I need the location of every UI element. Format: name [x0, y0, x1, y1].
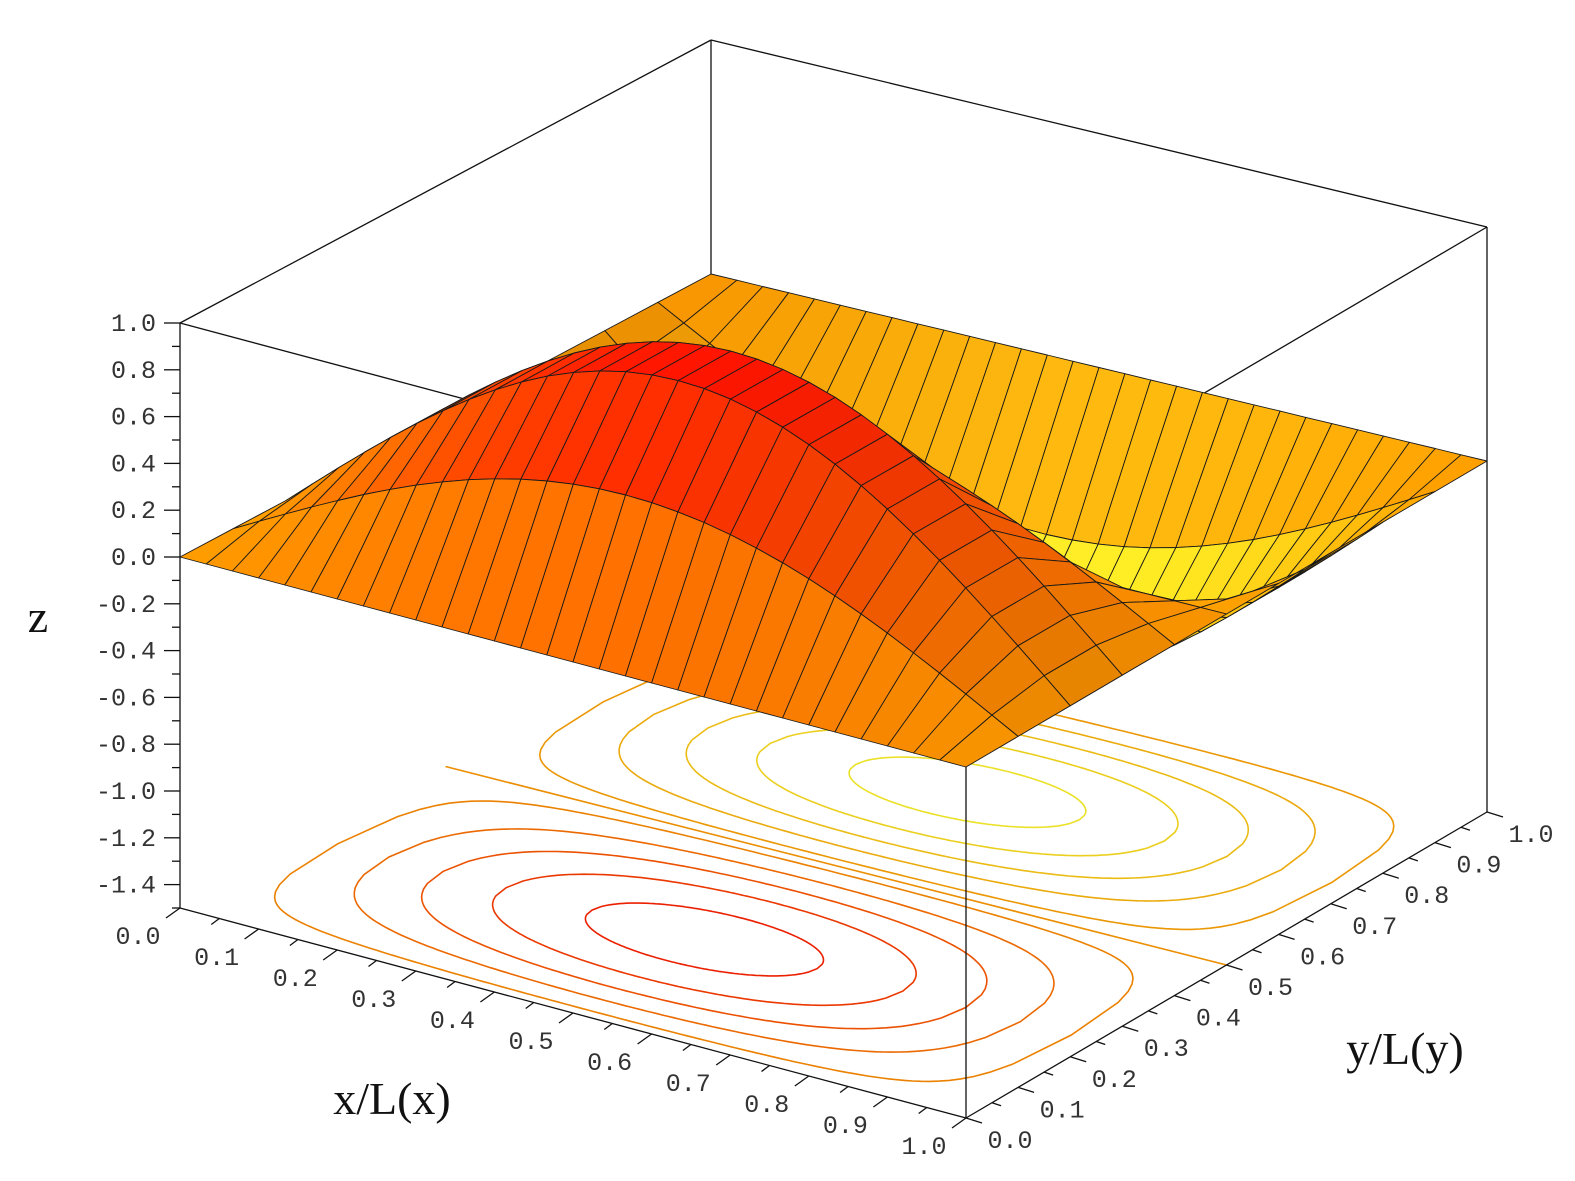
x-tick-label: 0.3	[351, 986, 396, 1015]
x-tick	[401, 970, 417, 982]
y-tick	[1408, 857, 1419, 862]
x-tick	[480, 991, 495, 1003]
contour-line	[584, 902, 825, 977]
y-tick	[1148, 1010, 1158, 1015]
x-tick	[873, 1096, 888, 1108]
z-tick-label: 0.0	[111, 544, 156, 573]
y-tick-label: 0.4	[1196, 1005, 1241, 1034]
z-tick-label: 0.4	[111, 450, 156, 479]
y-tick-label: 0.7	[1352, 913, 1397, 942]
surface-face	[939, 714, 1019, 768]
z-tick-label: -0.8	[96, 731, 156, 760]
z-tick-label: -0.4	[96, 638, 156, 667]
contour-line	[491, 873, 917, 1007]
z-tick-label: 0.8	[111, 357, 156, 386]
y-tick	[1486, 811, 1504, 818]
x-tick	[715, 1054, 731, 1066]
y-tick	[965, 1117, 983, 1124]
z-tick-label: -0.6	[96, 684, 156, 713]
z-tick-label: 1.0	[111, 310, 156, 339]
contour-line	[273, 800, 1134, 1083]
x-tick	[761, 1064, 770, 1073]
contour-line	[848, 756, 1087, 829]
x-tick-label: 0.0	[115, 923, 160, 952]
y-tick	[1434, 841, 1452, 849]
y-tick	[1460, 826, 1471, 831]
x-tick	[839, 1085, 849, 1094]
x-tick	[210, 917, 220, 926]
x-tick	[165, 907, 181, 919]
box-edge	[179, 39, 712, 324]
z-tick-label: -1.4	[96, 872, 156, 901]
y-tick	[1043, 1071, 1054, 1076]
x-tick-label: 0.1	[194, 944, 239, 973]
y-tick-label: 0.6	[1300, 943, 1345, 972]
y-tick	[1278, 933, 1295, 941]
x-tick	[525, 1001, 535, 1010]
z-tick-label: 0.6	[111, 404, 156, 433]
x-tick-label: 0.6	[587, 1049, 632, 1078]
x-tick	[244, 928, 259, 940]
y-tick	[1174, 994, 1191, 1002]
y-tick-label: 1.0	[1508, 821, 1553, 850]
z-tick-label: -1.2	[96, 825, 156, 854]
x-tick-label: 0.9	[823, 1112, 868, 1141]
contour-plot	[273, 657, 1395, 1083]
x-tick	[368, 959, 377, 968]
x-tick	[918, 1106, 928, 1115]
z-tick-label: -1.0	[96, 778, 156, 807]
x-tick	[289, 938, 299, 947]
y-tick	[1252, 949, 1262, 954]
y-tick	[1382, 872, 1399, 879]
contour-line	[445, 765, 1227, 966]
box-edge	[710, 39, 1488, 228]
y-tick	[1330, 903, 1347, 910]
z-tick-label: -0.2	[96, 591, 156, 620]
x-tick-label: 0.4	[430, 1007, 475, 1036]
z-tick-label: 0.2	[111, 497, 156, 526]
y-tick	[1304, 918, 1314, 923]
axis-ticks: 1.0 0.8 0.6 0.4 0.2 0.0 -0.2 -0.4 -0.6 -0.8 -1.0 -1…	[96, 310, 1554, 1162]
y-tick-label: 0.0	[987, 1127, 1032, 1156]
x-tick	[446, 980, 456, 989]
y-axis-title: y/L(y)	[1346, 1023, 1464, 1074]
y-tick-label: 0.8	[1404, 882, 1449, 911]
y-tick	[1096, 1040, 1106, 1046]
contour-line	[353, 828, 1055, 1053]
x-tick-label: 0.5	[508, 1028, 553, 1057]
surface-mesh	[179, 273, 1488, 768]
y-tick	[1226, 964, 1243, 971]
x-tick-label: 0.7	[666, 1070, 711, 1099]
y-tick	[1122, 1025, 1139, 1032]
y-tick-label: 0.2	[1092, 1066, 1137, 1095]
z-axis-title: z	[28, 591, 48, 642]
y-tick-label: 0.9	[1456, 852, 1501, 881]
x-tick	[794, 1075, 810, 1087]
x-tick	[322, 949, 338, 961]
contour-line	[420, 850, 988, 1030]
x-tick	[682, 1043, 692, 1052]
y-tick-label: 0.1	[1040, 1096, 1085, 1125]
x-tick-label: 0.8	[744, 1091, 789, 1120]
x-axis-title: x/L(x)	[333, 1073, 451, 1124]
x-tick	[637, 1033, 652, 1045]
x-tick	[603, 1022, 613, 1031]
y-tick	[1017, 1086, 1035, 1094]
y-tick-label: 0.5	[1248, 974, 1293, 1003]
x-tick	[951, 1117, 967, 1129]
x-tick-label: 0.2	[273, 965, 318, 994]
x-tick-label: 1.0	[901, 1133, 946, 1162]
y-tick	[1356, 887, 1366, 893]
y-tick	[1070, 1056, 1087, 1063]
y-tick	[991, 1102, 1002, 1107]
y-tick-label: 0.3	[1144, 1035, 1189, 1064]
x-tick	[558, 1012, 574, 1024]
y-tick	[1200, 979, 1210, 984]
bounding-box-front	[179, 767, 1488, 1119]
